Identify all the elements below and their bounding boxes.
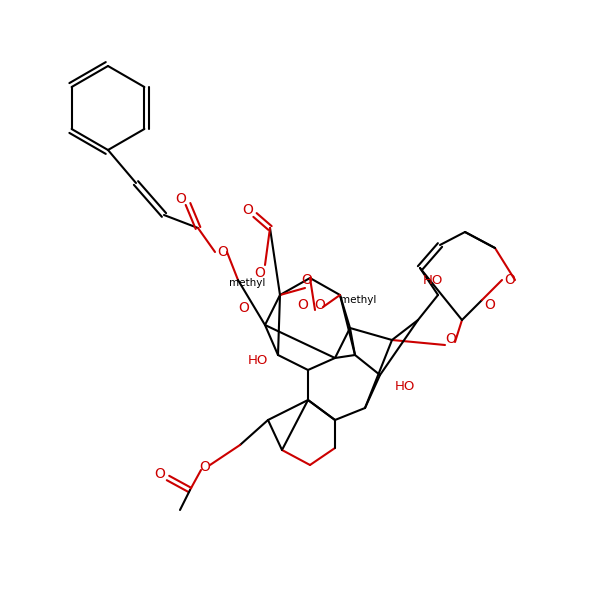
Text: O: O	[298, 298, 308, 312]
Text: O: O	[155, 467, 166, 481]
Text: HO: HO	[395, 380, 415, 394]
Text: methyl: methyl	[229, 278, 265, 288]
Text: O: O	[239, 301, 250, 315]
Text: O: O	[302, 273, 313, 287]
Text: O: O	[254, 266, 265, 280]
Text: O: O	[242, 203, 253, 217]
Text: O: O	[176, 192, 187, 206]
Text: O: O	[218, 245, 229, 259]
Text: O: O	[505, 273, 515, 287]
Text: HO: HO	[423, 274, 443, 286]
Text: O: O	[485, 298, 496, 312]
Text: HO: HO	[248, 353, 268, 367]
Text: O: O	[314, 298, 325, 312]
Text: O: O	[200, 460, 211, 474]
Text: methyl: methyl	[340, 295, 376, 305]
Text: O: O	[446, 332, 457, 346]
